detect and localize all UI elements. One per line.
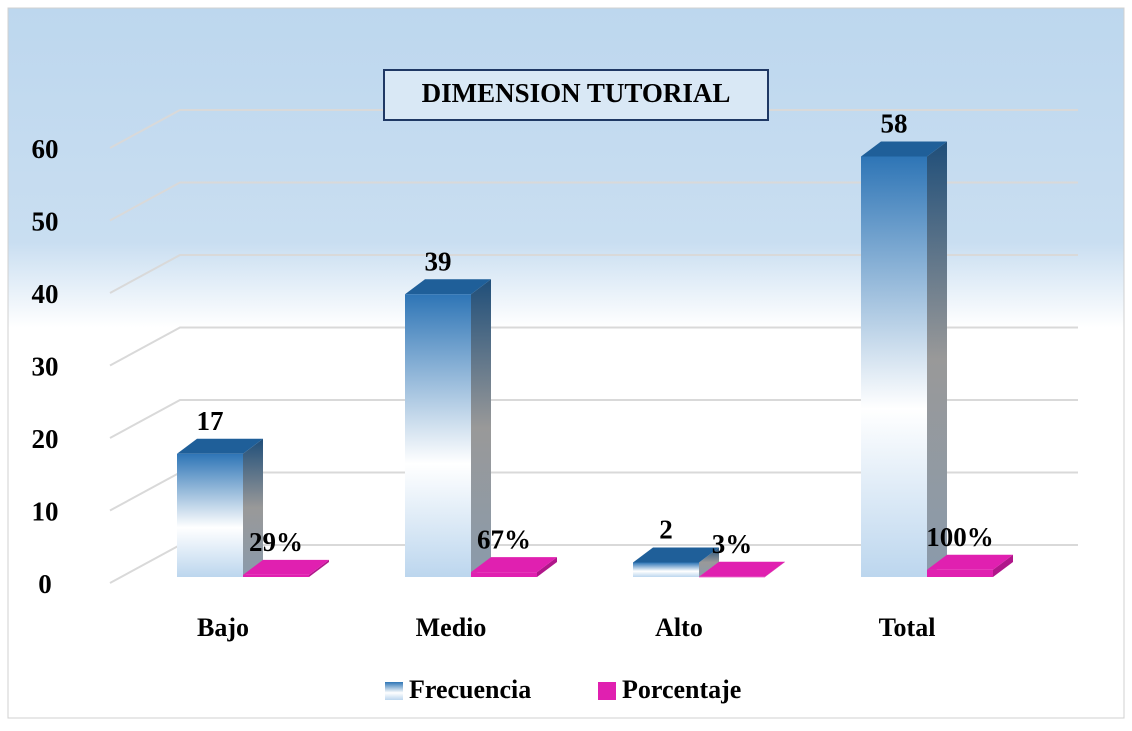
y-tick-label: 10	[32, 497, 59, 527]
x-tick-label: Total	[879, 613, 936, 642]
bar-side	[927, 141, 947, 577]
y-tick-label: 20	[32, 424, 59, 454]
bar	[405, 294, 471, 577]
legend-label: Frecuencia	[409, 675, 531, 704]
bar	[861, 156, 927, 577]
grid-line	[109, 326, 1078, 367]
data-label: 3%	[712, 529, 753, 559]
grid-line	[109, 181, 1078, 222]
bar-top	[861, 141, 947, 157]
bar-side	[537, 557, 557, 577]
bar-side	[699, 547, 719, 577]
bar	[633, 562, 699, 577]
x-tick-label: Bajo	[197, 613, 249, 642]
grid-line	[109, 399, 1078, 439]
bar-side	[243, 438, 263, 577]
y-tick-label: 50	[32, 207, 59, 237]
data-label: 2	[659, 515, 673, 545]
bar-top	[177, 438, 263, 454]
title-box	[383, 69, 769, 121]
y-tick-label: 60	[32, 134, 59, 164]
bar-side	[993, 554, 1013, 577]
y-tick-label: 0	[38, 569, 52, 599]
bar	[927, 569, 993, 577]
legend-label: Porcentaje	[622, 675, 741, 704]
data-label: 39	[425, 246, 452, 276]
data-label: 67%	[477, 524, 531, 554]
data-label: 29%	[249, 527, 303, 557]
plot-area: 0 10 20 30 40 50 60 Bajo 17 29% Medio 39 67% Alto 2 3% T…	[32, 109, 1078, 704]
grid-line	[109, 254, 1078, 294]
bar-top	[699, 561, 785, 577]
x-tick-label: Alto	[655, 613, 703, 642]
data-label: 100%	[926, 522, 994, 552]
bar	[177, 453, 243, 577]
bar	[699, 576, 765, 578]
data-label: 17	[197, 406, 224, 436]
bar-top	[927, 554, 1013, 570]
legend-swatch	[385, 682, 403, 700]
bar	[471, 572, 537, 577]
legend-swatch	[598, 682, 616, 700]
y-tick-label: 40	[32, 279, 59, 309]
bar-side	[471, 279, 491, 577]
chart-title: DIMENSION TUTORIAL	[422, 78, 731, 108]
bar-top	[243, 559, 329, 575]
bar-top	[471, 557, 557, 573]
x-tick-label: Medio	[416, 613, 487, 642]
bar-top	[405, 279, 491, 295]
bar-side	[765, 561, 785, 577]
data-label: 58	[881, 109, 908, 139]
bar-side	[309, 559, 329, 577]
y-tick-label: 30	[32, 352, 59, 382]
grid-line	[109, 109, 1078, 149]
bar-top	[633, 547, 719, 563]
bar	[243, 574, 309, 577]
